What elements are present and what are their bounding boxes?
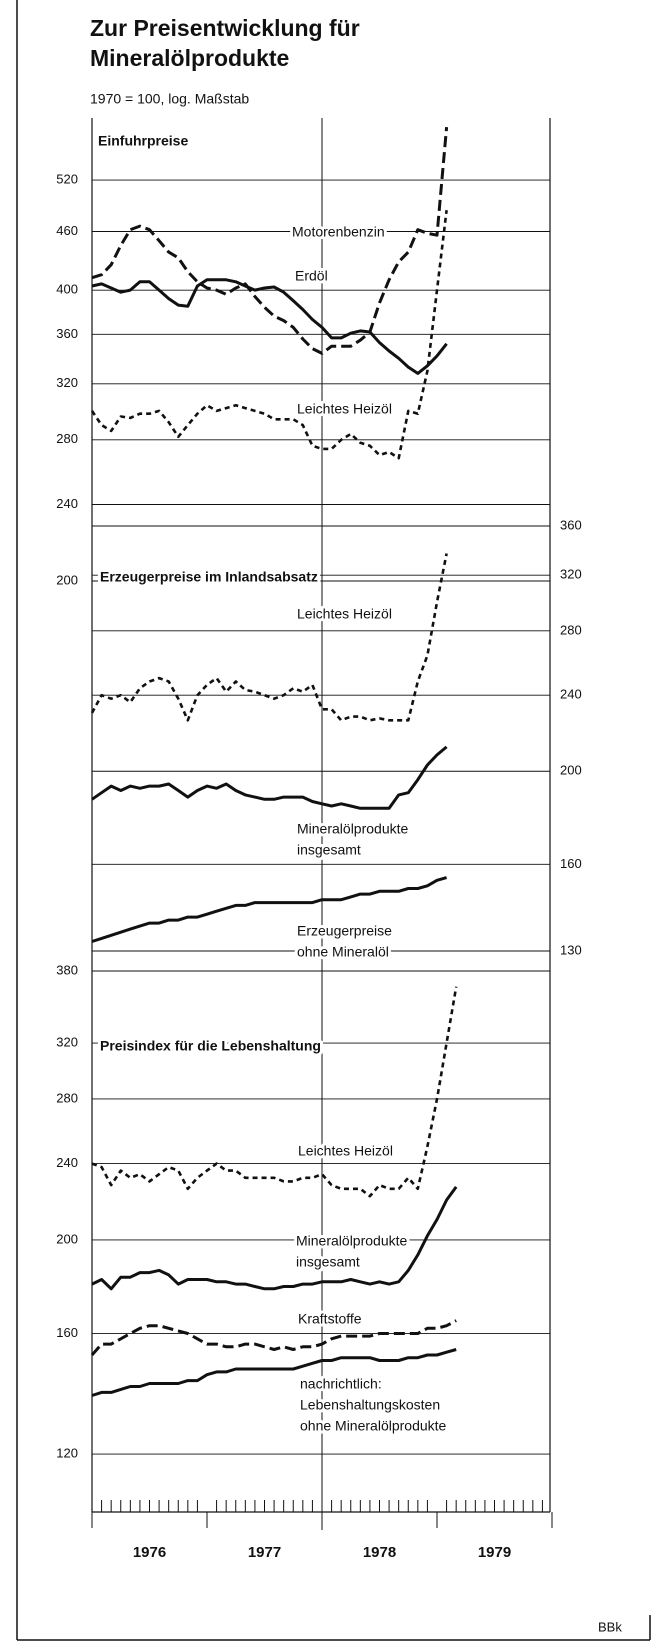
x-tick-label: 1977	[248, 1544, 281, 1561]
y-tick-label: 240	[56, 1155, 78, 1170]
series-label: insgesamt	[296, 1254, 360, 1270]
y-tick-label: 200	[560, 763, 582, 778]
y-tick-label: 200	[56, 1231, 78, 1246]
series-label: Leichtes Heizöl	[297, 606, 392, 622]
series-label: ohne Mineralöl	[297, 944, 389, 960]
y-tick-label: 240	[560, 687, 582, 702]
series-line	[91, 1186, 458, 1291]
y-tick-label: 130	[560, 942, 582, 957]
series-label: Kraftstoffe	[298, 1311, 362, 1327]
panel-title: Preisindex für die Lebenshaltung	[100, 1038, 321, 1054]
series-line	[91, 126, 449, 355]
title-line: Mineralölprodukte	[90, 45, 289, 71]
series-label: nachrichtlich:	[300, 1376, 382, 1392]
y-tick-label: 400	[56, 282, 78, 297]
series-line	[91, 1348, 457, 1397]
series-line	[90, 210, 448, 460]
series-line	[91, 876, 448, 943]
subtitle: 1970 = 100, log. Maßstab	[90, 91, 249, 107]
series-line	[90, 553, 448, 722]
series-label: insgesamt	[297, 842, 361, 858]
series-label: Erdöl	[295, 268, 328, 284]
series-label: Leichtes Heizöl	[298, 1143, 393, 1159]
panel-title: Erzeugerpreise im Inlandsabsatz	[100, 569, 318, 585]
series-label: Leichtes Heizöl	[297, 401, 392, 417]
x-tick-label: 1979	[478, 1544, 511, 1561]
y-tick-label: 280	[56, 1090, 78, 1105]
title-line: Zur Preisentwicklung für	[90, 15, 360, 41]
y-tick-label: 320	[560, 567, 582, 582]
series-line	[91, 986, 458, 1198]
series-label: Motorenbenzin	[292, 224, 385, 240]
y-tick-label: 160	[560, 856, 582, 871]
y-tick-label: 160	[56, 1325, 78, 1340]
series-line	[91, 278, 448, 375]
x-tick-label: 1976	[133, 1544, 166, 1561]
y-tick-label: 280	[560, 622, 582, 637]
source: BBk	[598, 1619, 622, 1634]
y-tick-label: 520	[56, 171, 78, 186]
series-label: ohne Mineralölprodukte	[300, 1418, 447, 1434]
series-label: Erzeugerpreise	[297, 923, 392, 939]
series-label: Lebenshaltungskosten	[300, 1397, 440, 1413]
y-tick-label: 320	[56, 375, 78, 390]
y-tick-label: 320	[56, 1034, 78, 1049]
y-tick-label: 280	[56, 431, 78, 446]
series-line	[90, 1319, 457, 1356]
y-tick-label: 380	[56, 962, 78, 977]
y-tick-label: 460	[56, 223, 78, 238]
panel-title: Einfuhrpreise	[98, 133, 188, 149]
series-label: Mineralölprodukte	[296, 1233, 407, 1249]
y-tick-label: 360	[56, 326, 78, 341]
x-tick-label: 1978	[363, 1544, 396, 1561]
y-tick-label: 240	[56, 496, 78, 511]
y-tick-label: 120	[56, 1445, 78, 1460]
series-line	[91, 745, 448, 810]
y-tick-label: 200	[56, 572, 78, 587]
y-tick-label: 360	[560, 517, 582, 532]
series-label: Mineralölprodukte	[297, 821, 408, 837]
